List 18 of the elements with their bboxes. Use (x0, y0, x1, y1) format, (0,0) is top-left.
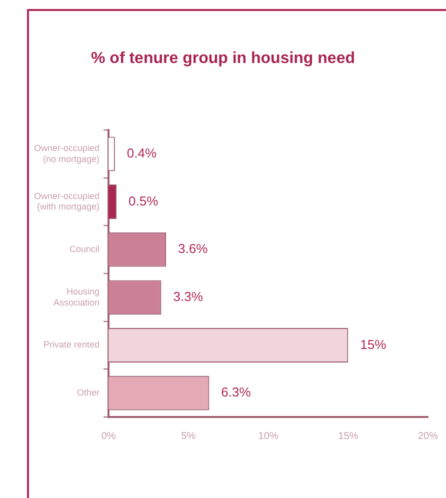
chart-title: % of tenure group in housing need (90, 50, 356, 68)
y-tick-label: Council (70, 244, 100, 254)
y-tick-label: Owner-occupied (with mortgage) (34, 190, 100, 212)
data-label: 0.5% (128, 193, 159, 208)
x-tick-label: 0% (101, 430, 116, 442)
x-tick-label: 20% (418, 430, 438, 442)
data-label: 15% (360, 336, 387, 352)
data-label: 3.3% (173, 288, 204, 304)
data-label: 0.4% (126, 145, 157, 160)
y-tick-label: Housing Association (54, 286, 100, 308)
data-label: 6.3% (221, 384, 252, 400)
x-tick-label: 5% (181, 430, 196, 442)
x-tick-label: 10% (258, 430, 278, 442)
data-label: 3.6% (178, 241, 208, 256)
y-tick-label: Other (77, 388, 100, 398)
y-tick-label: Owner-occupied (no mortgage) (34, 143, 100, 164)
x-tick-label: 15% (338, 430, 358, 442)
y-tick-label: Private rented (44, 340, 100, 350)
